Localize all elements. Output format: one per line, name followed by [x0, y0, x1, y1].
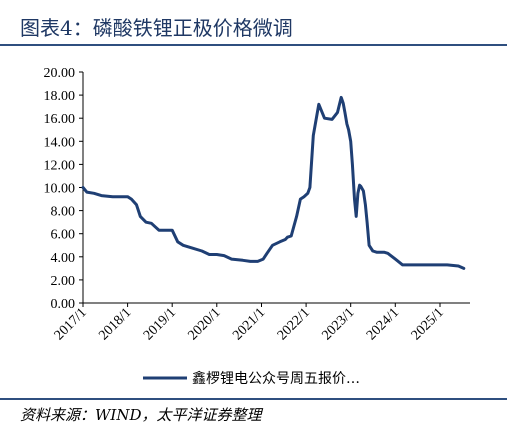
- y-tick-label: 0.00: [51, 297, 76, 312]
- source-note: 资料来源：WIND，太平洋证券整理: [20, 406, 262, 424]
- y-tick-label: 18.00: [44, 89, 76, 104]
- y-tick-label: 10.00: [44, 182, 76, 197]
- y-axis-ticks: 20.00 18.00 16.00 14.00 12.00 10.00 8.00 6.00 4.…: [44, 66, 83, 312]
- figure-title: 图表4：磷酸铁锂正极价格微调: [20, 16, 293, 40]
- x-tick-label: 2021/1: [230, 305, 268, 343]
- x-axis-ticks: 2017/1 2018/1 2019/1 2020/1 2021/1 2022/1 2023…: [52, 303, 447, 343]
- y-tick-label: 12.00: [44, 158, 76, 173]
- y-tick-label: 6.00: [51, 228, 76, 243]
- footer-rule: [0, 398, 507, 400]
- header-rule: [0, 44, 507, 46]
- series-line: [81, 95, 466, 270]
- legend-label: 鑫椤锂电公众号周五报价…: [192, 370, 360, 387]
- y-tick-label: 2.00: [51, 274, 76, 289]
- x-tick-label: 2023/1: [319, 305, 357, 343]
- y-tick-label: 8.00: [51, 205, 76, 220]
- x-tick-label: 2025/1: [409, 305, 447, 343]
- legend: 鑫椤锂电公众号周五报价…: [143, 370, 360, 387]
- y-tick-label: 4.00: [51, 251, 76, 266]
- x-tick-label: 2024/1: [364, 305, 402, 343]
- y-tick-label: 14.00: [44, 135, 76, 150]
- x-tick-label: 2022/1: [275, 305, 313, 343]
- x-tick-label: 2019/1: [141, 305, 179, 343]
- x-tick-label: 2020/1: [186, 305, 224, 343]
- x-tick-label: 2018/1: [96, 305, 134, 343]
- y-tick-label: 20.00: [44, 66, 76, 81]
- y-tick-label: 16.00: [44, 112, 76, 127]
